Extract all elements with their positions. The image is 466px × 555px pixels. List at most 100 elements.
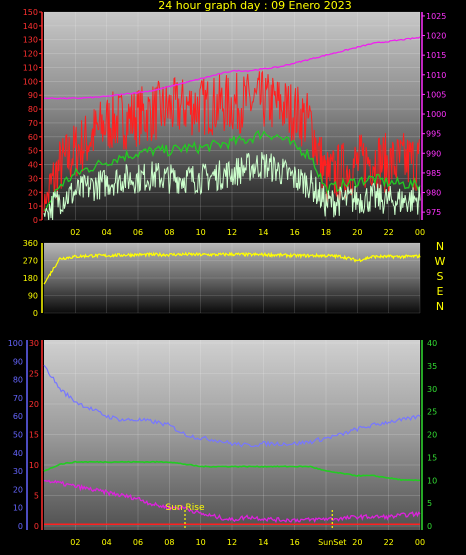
bottom-axis2-tick-label: 15 [29,431,39,440]
bottom-axis1-tick-label: 20 [13,485,23,494]
bottom-axis1-tick-label: 0 [18,522,23,531]
compass-label: N [436,300,444,313]
wind-direction-line [43,251,421,285]
bottom-axis2-tick-label: 5 [34,492,39,501]
top-left-tick-label: 30 [28,174,38,183]
top-left-tick-label: 10 [28,202,38,211]
bottom-x-tick-label: 22 [384,538,394,547]
top-right-tick-label: 1005 [426,90,446,99]
top-left-tick-label: 20 [28,188,38,197]
bottom-axis2-tick-label: 0 [34,522,39,531]
wind-axis-tick-label: 180 [23,274,38,283]
bottom-x-tick-label: 08 [164,538,174,547]
top-left-tick-label: 80 [28,105,38,114]
bottom-axis1-tick-label: 40 [13,449,23,458]
top-right-tick-label: 1015 [426,51,446,60]
compass-label: N [436,240,444,253]
top-x-ticks: 02 04 06 08 10 12 14 16 18 20 22 00 [70,228,425,237]
top-left-tick-label: 120 [23,50,38,59]
bottom-axis1-tick-label: 50 [13,431,23,440]
top-right-tick-label: 1010 [426,71,446,80]
sun-set-label: SunSet [318,538,346,547]
bottom-axis3-tick-label: 5 [427,499,432,508]
humidity-line [43,364,421,448]
bottom-axis3-tick-label: 35 [427,362,437,371]
top-left-tick-label: 150 [23,8,38,17]
top-x-tick-label: 22 [384,228,394,237]
bottom-x-tick-label: 02 [70,538,80,547]
top-x-tick-label: 10 [196,228,206,237]
top-left-tick-label: 100 [23,77,38,86]
wind-gust-line [43,70,421,213]
wind-axis-tick-label: 270 [23,257,38,266]
top-x-tick-label: 12 [227,228,237,237]
bottom-axis1-tick-label: 80 [13,376,23,385]
bottom-axis3-tick-label: 0 [427,522,432,531]
bottom-axis1-tick-label: 90 [13,357,23,366]
top-x-tick-label: 16 [290,228,300,237]
compass-label: S [437,270,444,283]
bottom-axis2-tick-label: 30 [29,339,39,348]
top-left-axis: 0 10 20 30 40 50 60 70 80 90 100 110 120 130 140 150 [23,8,43,225]
wind-series [43,251,421,285]
top-left-tick-label: 140 [23,22,38,31]
compass-label: W [435,255,446,268]
top-left-tick-label: 130 [23,36,38,45]
sun-markers: Sun Rise SunSet [166,503,347,547]
top-left-tick-label: 40 [28,161,38,170]
bottom-axis2-tick-label: 10 [29,461,39,470]
bottom-axis1-tick-label: 10 [13,504,23,513]
bottom-axis1-tick-label: 70 [13,394,23,403]
top-left-tick-label: 90 [28,91,38,100]
top-x-tick-label: 06 [133,228,143,237]
top-left-tick-label: 0 [33,216,38,225]
bottom-axes: 0 10 20 30 40 50 60 70 80 90 100 0 5 10 15 20 25 30 0 5 10 15… [8,339,437,531]
bottom-x-tick-label: 06 [133,538,143,547]
bottom-x-ticks: 02 04 06 08 10 12 14 16 20 22 00 [70,538,425,547]
bottom-x-tick-label: 04 [102,538,112,547]
top-right-axis: 975 980 985 990 995 1000 1005 1010 1015 1020 1025 [421,12,446,220]
top-left-tick-label: 70 [28,119,38,128]
wind-axis-tick-label: 90 [28,292,38,301]
bottom-plot-area [44,340,420,530]
top-right-tick-label: 990 [426,149,441,158]
top-x-tick-label: 20 [352,228,362,237]
top-series [43,36,421,221]
top-x-tick-label: 18 [321,228,331,237]
top-x-tick-label: 08 [164,228,174,237]
bottom-axis3-tick-label: 10 [427,476,437,485]
bottom-axis2-tick-label: 25 [29,370,39,379]
temperature-line [43,460,421,482]
pressure-line [44,36,421,100]
top-left-tick-label: 60 [28,133,38,142]
top-right-tick-label: 1020 [426,32,446,41]
wind-avg-line [43,129,421,212]
top-x-tick-label: 14 [258,228,268,237]
top-x-tick-label: 00 [415,228,425,237]
wind-axis-tick-label: 0 [33,309,38,318]
top-right-tick-label: 985 [426,169,441,178]
bottom-series [43,364,421,525]
bottom-axis3-tick-label: 40 [427,339,437,348]
bottom-x-tick-label: 20 [352,538,362,547]
top-grid [44,11,421,221]
dew-point-line [43,479,421,524]
sun-rise-label: Sun Rise [166,503,205,513]
top-left-tick-label: 50 [28,147,38,156]
top-x-tick-label: 02 [70,228,80,237]
bottom-axis3-tick-label: 15 [427,453,437,462]
bottom-axis1-tick-label: 30 [13,467,23,476]
bottom-axis2-tick-label: 20 [29,400,39,409]
top-right-tick-label: 1025 [426,12,446,21]
top-right-tick-label: 995 [426,130,441,139]
wind-direction-axis: 0 90 180 270 360 [23,239,43,318]
top-right-tick-label: 980 [426,189,441,198]
bottom-axis3-tick-label: 30 [427,385,437,394]
wind-speed-line [43,152,421,221]
top-left-tick-label: 110 [23,63,38,72]
bottom-x-tick-label: 10 [196,538,206,547]
bottom-x-tick-label: 14 [258,538,268,547]
top-right-tick-label: 975 [426,208,441,217]
wind-axis-tick-label: 360 [23,239,38,248]
